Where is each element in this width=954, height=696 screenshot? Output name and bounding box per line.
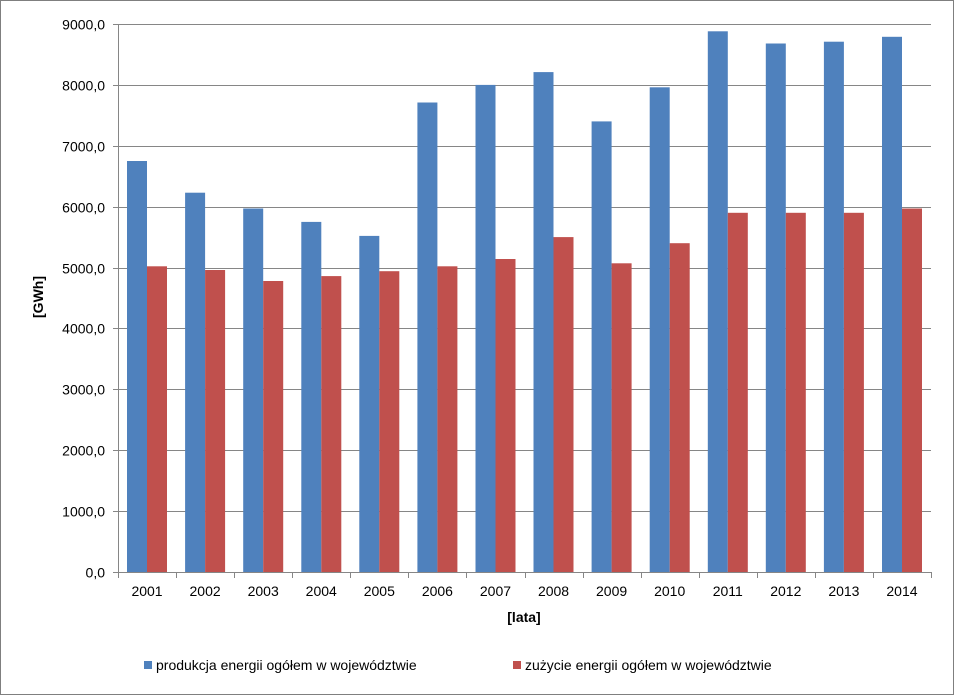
legend-label-zuzycie: zużycie energii ogółem w województwie: [525, 657, 772, 673]
bar-zuzycie-2001: [147, 266, 167, 572]
y-tick-label: 7000,0: [62, 139, 105, 155]
bars: [127, 31, 922, 573]
y-tick-label: 8000,0: [62, 78, 105, 94]
y-tick-label: 6000,0: [62, 200, 105, 216]
x-tick-label: 2012: [770, 583, 801, 599]
bar-zuzycie-2013: [843, 212, 864, 573]
legend-swatch-zuzycie: [513, 661, 521, 669]
bar-produkcja-2005: [359, 235, 380, 572]
gridlines: [118, 24, 931, 512]
x-tick-label: 2008: [538, 583, 569, 599]
y-tick-label: 0,0: [86, 565, 106, 581]
bar-produkcja-2007: [475, 84, 496, 573]
x-tick-label: 2013: [828, 583, 859, 599]
y-tick-label: 9000,0: [62, 17, 105, 33]
bar-zuzycie-2007: [495, 259, 516, 572]
bar-produkcja-2004: [301, 221, 322, 572]
bar-zuzycie-2012: [785, 212, 806, 573]
legend-swatch-produkcja: [144, 661, 152, 669]
y-axis-title: [GWh]: [30, 276, 46, 318]
legend-label-produkcja: produkcja energii ogółem w województwie: [156, 657, 417, 673]
bar-produkcja-2009: [591, 121, 612, 573]
y-tick-label: 1000,0: [62, 504, 105, 520]
bar-produkcja-2006: [417, 102, 438, 572]
x-tick-label: 2014: [886, 583, 917, 599]
bar-produkcja-2010: [649, 87, 670, 573]
x-tick-label: 2010: [654, 583, 685, 599]
bar-zuzycie-2002: [205, 270, 226, 572]
x-tick-label: 2001: [131, 583, 162, 599]
bar-zuzycie-2006: [437, 266, 458, 572]
legend: produkcja energii ogółem w województwie …: [144, 657, 772, 673]
bar-zuzycie-2009: [611, 263, 632, 572]
x-tick-label: 2002: [190, 583, 221, 599]
bar-zuzycie-2010: [669, 243, 690, 572]
bar-zuzycie-2011: [727, 212, 748, 573]
y-tick-label: 5000,0: [62, 261, 105, 277]
bar-produkcja-2013: [823, 41, 844, 572]
axes: [113, 24, 932, 578]
x-tick-label: 2006: [422, 583, 453, 599]
bar-zuzycie-2003: [263, 281, 284, 572]
x-tick-labels: 2001 2002 2003 2004 2005 2006 2007 2008 2009 2010…: [131, 583, 917, 599]
y-tick-label: 3000,0: [62, 382, 105, 398]
x-tick-label: 2003: [248, 583, 279, 599]
x-tick-label: 2004: [306, 583, 337, 599]
x-tick-label: 2005: [364, 583, 395, 599]
bar-produkcja-2014: [882, 36, 902, 573]
x-tick-label: 2009: [596, 583, 627, 599]
x-tick-label: 2007: [480, 583, 511, 599]
bar-produkcja-2008: [533, 72, 554, 572]
bar-produkcja-2012: [765, 43, 786, 572]
y-tick-label: 4000,0: [62, 321, 105, 337]
y-tick-label: 2000,0: [62, 443, 105, 459]
bar-zuzycie-2014: [902, 208, 922, 572]
x-tick-label: 2011: [713, 583, 743, 599]
bar-produkcja-2011: [707, 31, 728, 573]
bar-produkcja-2002: [185, 192, 206, 572]
bar-produkcja-2003: [243, 208, 264, 572]
x-axis-title: [lata]: [507, 609, 540, 625]
bar-zuzycie-2005: [379, 271, 400, 572]
bar-zuzycie-2004: [321, 276, 342, 572]
bar-zuzycie-2008: [553, 237, 574, 572]
bar-produkcja-2001: [127, 161, 147, 572]
y-tick-labels: 0,0 1000,0 2000,0 3000,0 4000,0 5000,0 6000,0 7…: [62, 17, 105, 581]
